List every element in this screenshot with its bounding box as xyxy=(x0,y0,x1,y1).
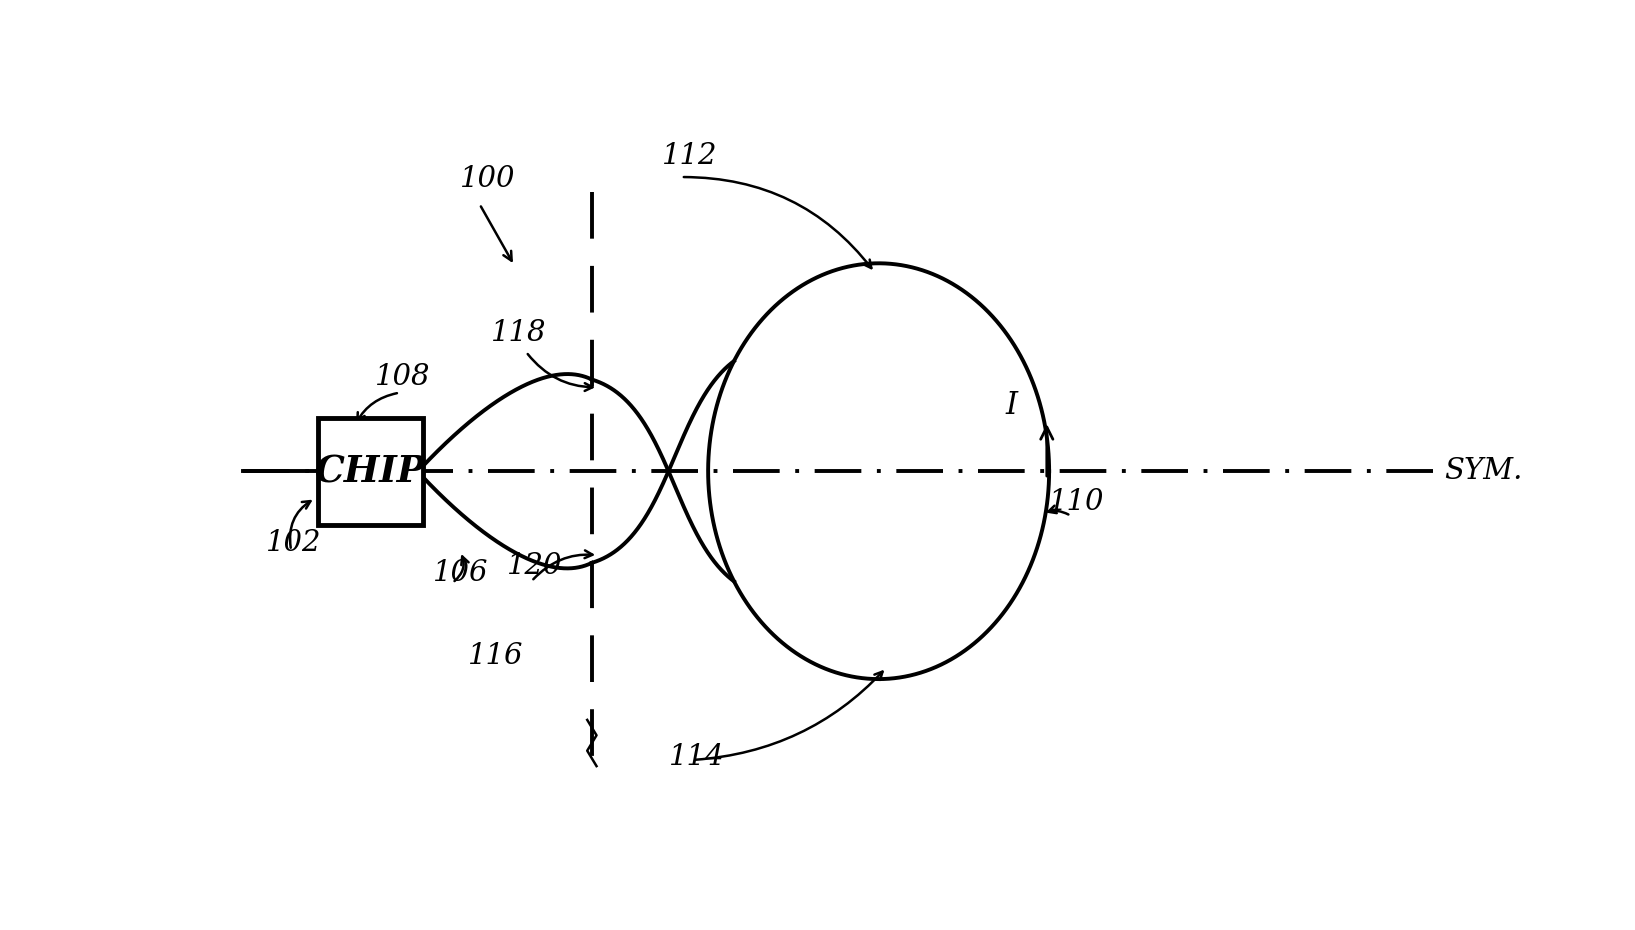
Text: 120: 120 xyxy=(507,551,562,579)
Text: CHIP: CHIP xyxy=(314,453,425,490)
Text: 118: 118 xyxy=(490,319,546,347)
Text: SYM.: SYM. xyxy=(1444,458,1522,485)
Text: I: I xyxy=(1006,391,1019,421)
Text: 110: 110 xyxy=(1050,488,1105,516)
Text: 114: 114 xyxy=(669,742,724,771)
Text: 116: 116 xyxy=(468,643,523,671)
Text: 108: 108 xyxy=(374,363,430,391)
Text: 102: 102 xyxy=(267,528,322,556)
Text: 106: 106 xyxy=(433,559,489,588)
FancyBboxPatch shape xyxy=(317,418,423,525)
Text: 112: 112 xyxy=(662,142,718,170)
Text: 100: 100 xyxy=(459,165,515,193)
